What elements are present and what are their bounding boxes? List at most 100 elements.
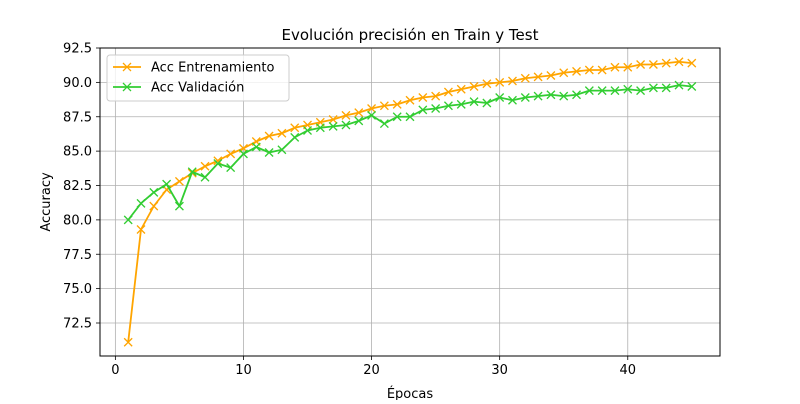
x-tick-label: 10 xyxy=(235,363,252,378)
data-point-marker xyxy=(597,86,607,96)
data-point-marker xyxy=(469,82,479,91)
data-point-marker xyxy=(123,337,133,347)
series-layer xyxy=(123,57,697,347)
x-tick-label: 20 xyxy=(363,363,380,378)
x-axis: 0 10 20 30 40 xyxy=(111,356,636,378)
data-point-marker xyxy=(405,112,415,122)
y-tick-label: 77.5 xyxy=(63,248,92,263)
data-point-marker xyxy=(482,79,492,89)
data-point-marker xyxy=(687,82,697,91)
y-tick-label: 82.5 xyxy=(63,179,92,194)
y-tick-label: 75.0 xyxy=(63,282,92,297)
data-point-marker xyxy=(226,163,236,173)
data-point-marker xyxy=(354,108,364,118)
data-point-marker xyxy=(367,110,377,120)
data-point-marker xyxy=(226,149,236,159)
data-point-marker xyxy=(533,91,543,101)
y-tick-label: 85.0 xyxy=(63,145,92,160)
legend-label: Acc Entrenamiento xyxy=(151,61,275,76)
data-point-marker xyxy=(123,215,133,225)
legend-label: Acc Validación xyxy=(151,81,244,96)
data-point-marker xyxy=(623,62,633,72)
data-point-marker xyxy=(636,60,646,69)
data-point-marker xyxy=(379,119,389,129)
data-point-marker xyxy=(469,97,479,107)
data-point-marker xyxy=(648,83,658,93)
data-point-marker xyxy=(418,93,428,102)
data-point-marker xyxy=(584,86,594,96)
data-point-marker xyxy=(367,104,377,113)
data-point-marker xyxy=(136,225,146,234)
data-point-marker xyxy=(674,57,684,67)
data-point-marker xyxy=(456,99,466,109)
data-point-marker xyxy=(674,80,684,90)
data-point-marker xyxy=(354,116,364,126)
data-point-marker xyxy=(623,84,633,94)
data-point-marker xyxy=(392,112,402,122)
data-point-marker xyxy=(572,90,581,100)
data-point-marker xyxy=(584,65,594,75)
data-point-marker xyxy=(405,95,415,105)
legend-entry: Acc Entrenamiento xyxy=(113,61,275,76)
legend-box xyxy=(106,54,290,102)
data-point-marker xyxy=(303,126,312,135)
data-point-marker xyxy=(187,167,197,177)
data-point-marker xyxy=(239,149,248,159)
data-point-marker xyxy=(174,201,184,211)
data-point-marker xyxy=(174,176,184,186)
data-point-marker xyxy=(636,86,646,96)
legend-marker xyxy=(122,82,132,92)
data-point-marker xyxy=(341,120,351,130)
data-point-marker xyxy=(508,95,517,105)
data-point-marker xyxy=(328,121,338,131)
y-tick-label: 90.0 xyxy=(63,76,92,91)
data-point-marker xyxy=(443,101,453,111)
data-point-marker xyxy=(546,90,556,100)
legend: Acc Entrenamiento Acc Validación xyxy=(106,54,290,102)
data-point-marker xyxy=(264,131,274,141)
data-point-marker xyxy=(520,93,530,102)
data-point-marker xyxy=(520,73,530,83)
data-point-marker xyxy=(264,148,274,157)
data-point-marker xyxy=(290,123,300,133)
data-point-marker xyxy=(456,84,466,94)
y-tick-label: 80.0 xyxy=(63,213,92,228)
data-point-marker xyxy=(277,128,287,138)
y-tick-label: 72.5 xyxy=(63,317,92,332)
data-point-marker xyxy=(431,91,441,101)
data-point-marker xyxy=(648,60,658,69)
x-tick-label: 40 xyxy=(619,363,636,378)
data-point-marker xyxy=(341,110,351,120)
data-point-marker xyxy=(495,93,505,102)
y-axis: 72.5 75.0 77.5 80.0 82.5 85.0 87.5 90.0 92.5 xyxy=(63,42,100,332)
data-point-marker xyxy=(533,72,543,82)
data-point-marker xyxy=(687,58,697,68)
data-point-marker xyxy=(661,83,671,93)
series-validation xyxy=(123,80,697,225)
y-tick-label: 92.5 xyxy=(63,42,92,57)
data-point-marker xyxy=(213,159,223,168)
data-point-marker xyxy=(162,179,172,189)
data-point-marker xyxy=(443,87,453,97)
data-point-marker xyxy=(149,201,159,211)
data-point-marker xyxy=(482,98,492,108)
data-point-marker xyxy=(661,58,671,68)
data-point-marker xyxy=(559,91,569,101)
x-tick-label: 0 xyxy=(111,363,119,378)
legend-marker xyxy=(122,62,132,72)
data-point-marker xyxy=(200,161,210,171)
data-point-marker xyxy=(546,71,556,80)
data-point-marker xyxy=(610,62,620,72)
data-point-marker xyxy=(392,99,402,109)
data-point-marker xyxy=(200,172,210,182)
chart-title: Evolución precisión en Train y Test xyxy=(282,26,539,44)
data-point-marker xyxy=(136,198,146,208)
data-point-marker xyxy=(418,105,428,115)
data-point-marker xyxy=(149,187,159,197)
data-point-marker xyxy=(597,65,607,75)
data-point-marker xyxy=(251,142,261,152)
y-tick-label: 87.5 xyxy=(63,110,92,125)
data-point-marker xyxy=(508,76,517,86)
x-tick-label: 30 xyxy=(491,363,508,378)
